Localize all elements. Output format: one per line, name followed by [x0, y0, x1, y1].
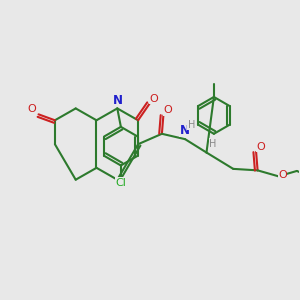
Text: H: H	[209, 139, 217, 148]
Text: Cl: Cl	[116, 178, 126, 188]
Text: N: N	[113, 94, 123, 106]
Text: H: H	[188, 120, 195, 130]
Text: O: O	[164, 105, 172, 115]
Text: O: O	[149, 94, 158, 103]
Text: O: O	[28, 104, 36, 114]
Text: O: O	[278, 170, 287, 180]
Text: N: N	[180, 124, 190, 137]
Text: O: O	[256, 142, 265, 152]
